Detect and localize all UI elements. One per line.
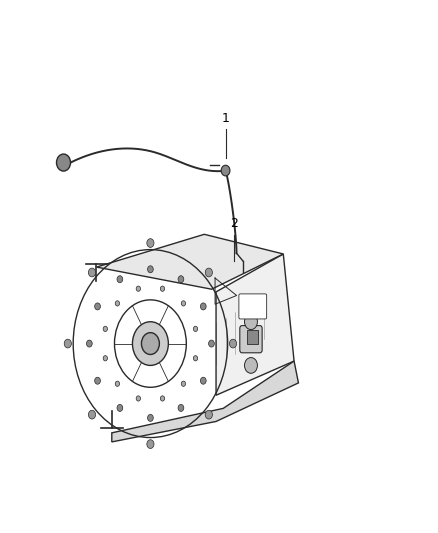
Circle shape [141,333,159,354]
Circle shape [136,286,141,292]
Circle shape [103,356,107,361]
Circle shape [88,268,95,277]
Circle shape [148,266,153,273]
Circle shape [117,405,123,411]
Circle shape [64,339,71,348]
Circle shape [178,405,184,411]
Circle shape [181,381,186,386]
Circle shape [147,239,154,247]
Circle shape [244,358,258,373]
Circle shape [147,440,154,448]
FancyBboxPatch shape [247,330,258,344]
Circle shape [178,276,184,282]
Circle shape [244,314,258,329]
Circle shape [208,340,214,347]
Circle shape [136,396,141,401]
Circle shape [205,410,212,419]
Circle shape [148,414,153,422]
Circle shape [132,322,168,366]
PathPatch shape [96,235,283,289]
Circle shape [117,276,123,282]
Circle shape [181,301,186,306]
Circle shape [103,326,107,332]
Circle shape [88,410,95,419]
Circle shape [86,340,92,347]
Circle shape [221,165,230,176]
Text: 2: 2 [230,217,238,230]
Circle shape [201,303,206,310]
Circle shape [201,377,206,384]
Circle shape [95,303,100,310]
Circle shape [95,377,100,384]
Circle shape [193,326,198,332]
Circle shape [193,356,198,361]
Text: 1: 1 [222,112,230,125]
PathPatch shape [112,361,298,442]
Circle shape [160,396,165,401]
Circle shape [57,154,71,171]
Circle shape [230,339,237,348]
Circle shape [205,268,212,277]
Circle shape [115,381,120,386]
FancyBboxPatch shape [239,294,267,319]
Circle shape [160,286,165,292]
FancyBboxPatch shape [240,326,262,353]
Circle shape [115,301,120,306]
PathPatch shape [216,254,294,395]
